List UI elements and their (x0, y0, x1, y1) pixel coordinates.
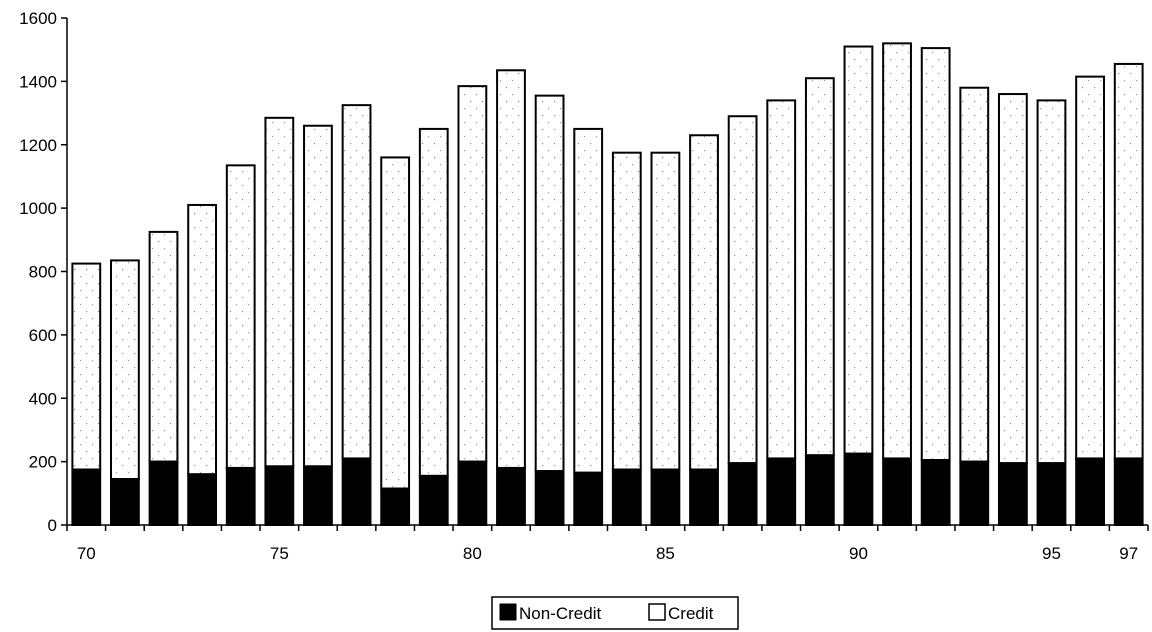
bar-non-credit (843, 452, 874, 526)
x-tick-label: 75 (270, 544, 289, 563)
bar-non-credit (573, 471, 604, 527)
bar-credit (148, 230, 179, 463)
bars (71, 42, 1144, 527)
bar-credit (766, 99, 797, 460)
bar-non-credit (920, 459, 951, 526)
bar-credit (341, 104, 372, 460)
bar-credit (1113, 62, 1144, 460)
bar-credit (727, 115, 758, 465)
bar-credit (496, 69, 526, 469)
x-tick-label: 97 (1119, 544, 1138, 563)
x-tick-label: 70 (77, 544, 96, 563)
bar-credit (264, 116, 295, 468)
bar-credit (997, 93, 1028, 465)
bar-non-credit (187, 473, 218, 526)
bar-credit (843, 45, 874, 455)
bar-non-credit (148, 460, 179, 526)
legend-swatch-non-credit (499, 603, 517, 621)
y-tick-label: 1000 (19, 199, 57, 218)
bar-credit (804, 77, 835, 457)
bar-non-credit (1113, 457, 1144, 526)
bar-credit (650, 151, 681, 471)
bar-non-credit (611, 468, 642, 526)
bar-non-credit (496, 466, 526, 526)
legend-box (491, 596, 739, 630)
bar-non-credit (380, 487, 411, 527)
x-tick-label: 95 (1042, 544, 1061, 563)
y-tick-label: 1600 (19, 9, 57, 28)
bar-non-credit (303, 465, 333, 526)
legend: Non-Credit Credit (491, 596, 739, 630)
bar-credit (303, 124, 333, 468)
bar-non-credit (534, 470, 565, 527)
y-tick-label: 800 (29, 263, 57, 282)
bar-non-credit (804, 454, 835, 527)
y-tick-label: 1200 (19, 136, 57, 155)
bar-credit (689, 134, 719, 471)
x-axis: 70 75 80 85 90 95 97 (66, 524, 1149, 563)
bar-non-credit (882, 457, 912, 526)
bar-credit (534, 94, 565, 473)
bar-non-credit (457, 460, 488, 526)
bar-non-credit (264, 465, 295, 526)
bar-credit (959, 86, 990, 463)
bar-non-credit (341, 457, 372, 526)
x-tick-label: 90 (849, 544, 868, 563)
legend-swatch-credit (648, 603, 666, 621)
bar-credit (611, 151, 642, 471)
bar-non-credit (71, 468, 102, 526)
legend-label-credit: Credit (668, 604, 714, 623)
bar-credit (1075, 75, 1105, 460)
y-axis: 0 200 400 600 800 1000 1200 1400 1600 (19, 9, 68, 535)
bar-credit (225, 164, 256, 469)
bar-non-credit (727, 462, 758, 527)
bar-non-credit (766, 457, 797, 526)
bar-non-credit (418, 474, 449, 526)
bar-non-credit (110, 478, 140, 527)
bar-credit (187, 203, 218, 476)
bar-non-credit (1075, 457, 1105, 526)
bar-credit (71, 262, 102, 471)
bar-non-credit (1036, 462, 1067, 527)
bar-non-credit (689, 468, 719, 526)
x-tick-label: 85 (656, 544, 675, 563)
bar-non-credit (959, 460, 990, 526)
legend-label-non-credit: Non-Credit (519, 604, 601, 623)
x-tick-label: 80 (463, 544, 482, 563)
bar-credit (882, 42, 912, 460)
bar-credit (920, 47, 951, 462)
y-tick-label: 600 (29, 326, 57, 345)
y-tick-label: 200 (29, 453, 57, 472)
bar-credit (110, 259, 140, 481)
bar-non-credit (225, 466, 256, 526)
bar-credit (1036, 99, 1067, 465)
y-tick-label: 0 (48, 516, 57, 535)
y-tick-label: 400 (29, 389, 57, 408)
bar-credit (457, 85, 488, 463)
bar-non-credit (997, 462, 1028, 527)
y-tick-label: 1400 (19, 72, 57, 91)
bar-non-credit (650, 468, 681, 526)
bar-credit (380, 156, 411, 490)
bar-credit (418, 127, 449, 477)
bar-credit (573, 127, 604, 474)
